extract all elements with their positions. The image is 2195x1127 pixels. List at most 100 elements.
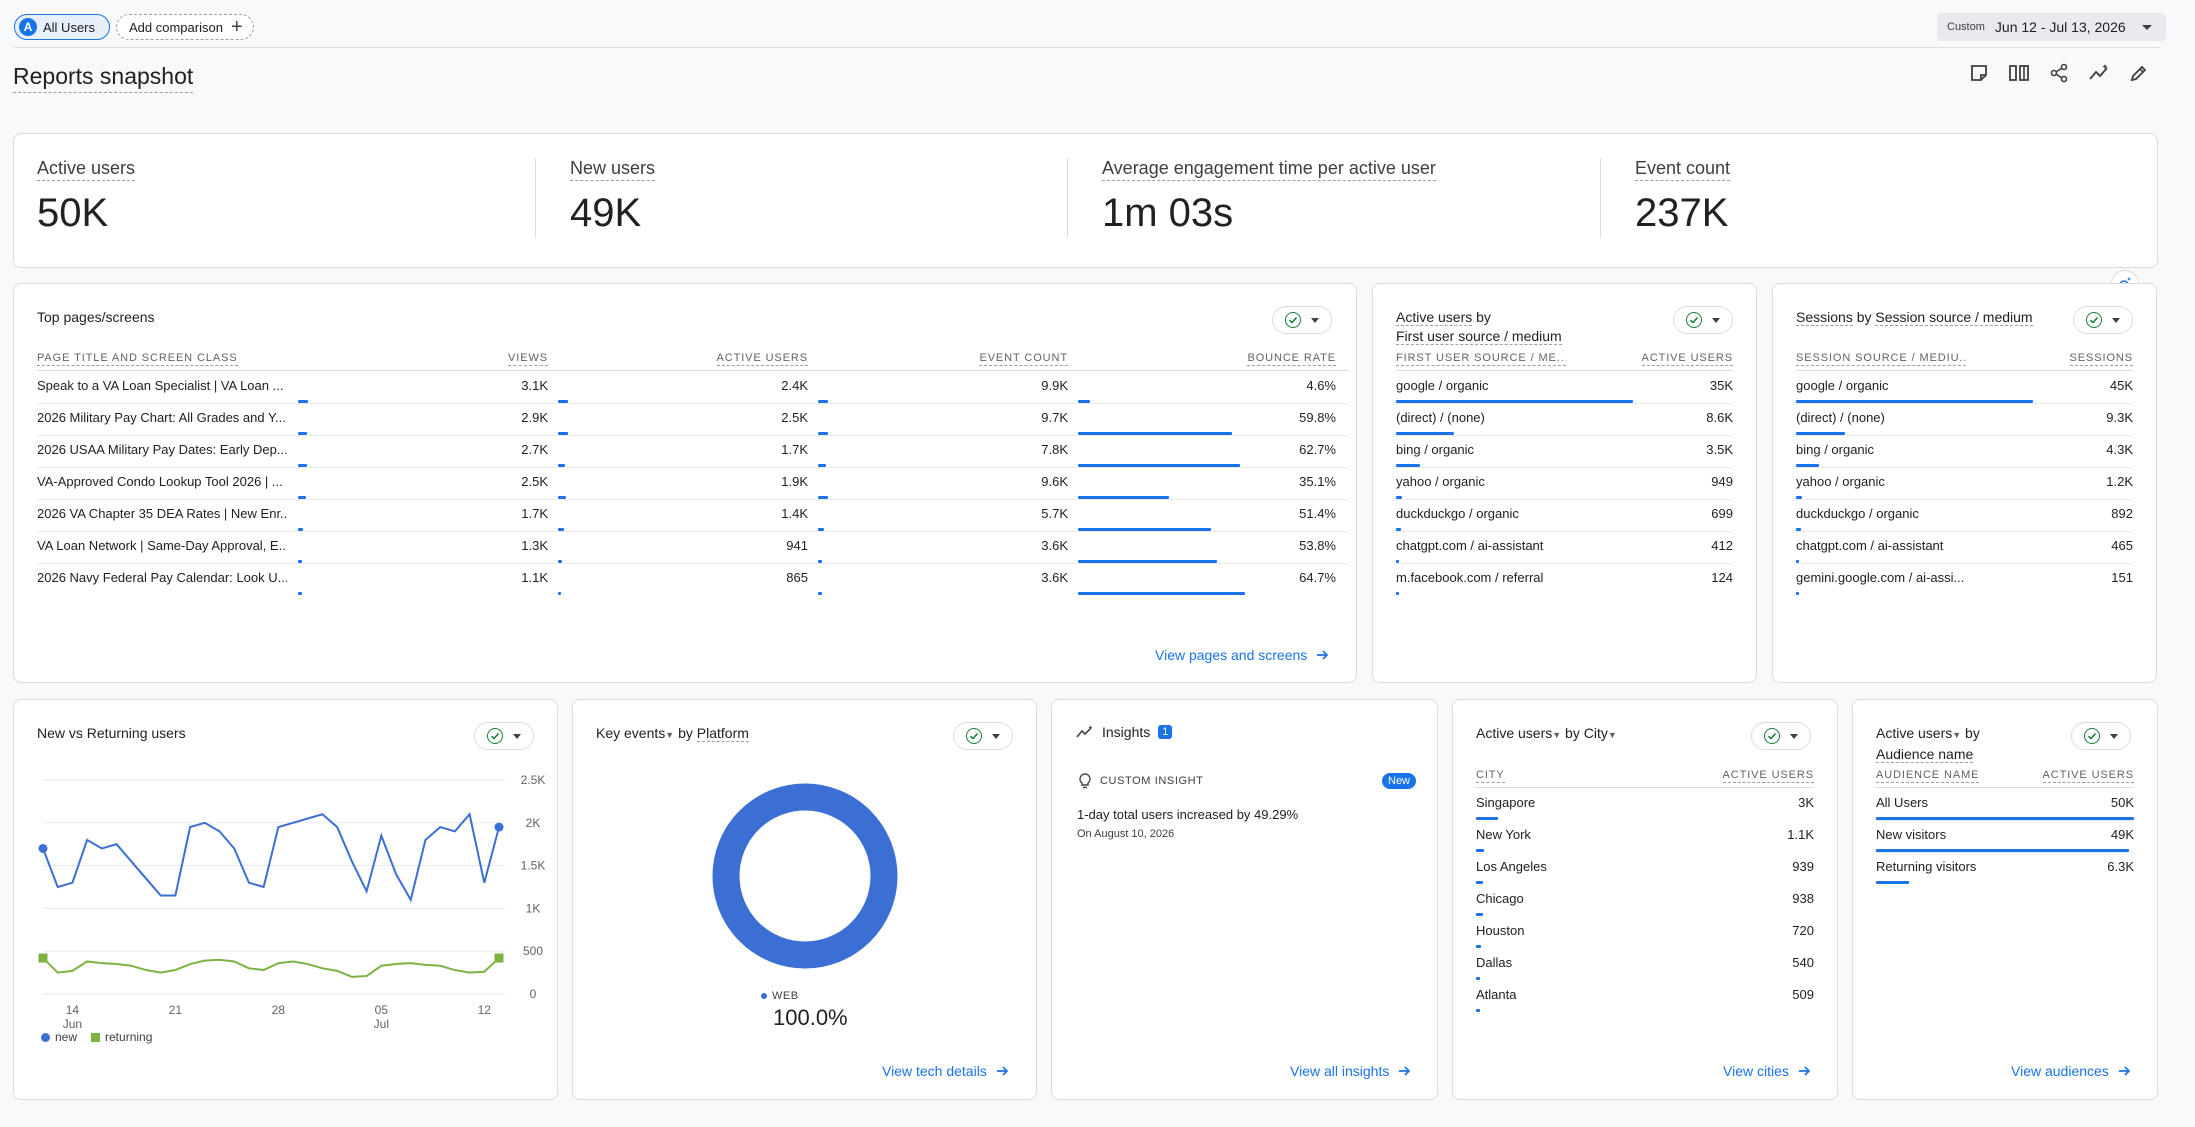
- metric-title[interactable]: Active users: [1476, 725, 1553, 741]
- legend-new[interactable]: new: [41, 1030, 77, 1044]
- row-divider: [37, 563, 1349, 564]
- column-header[interactable]: PAGE TITLE AND SCREEN CLASS: [37, 352, 238, 366]
- series-endpoint-new[interactable]: [38, 843, 48, 853]
- row-label[interactable]: chatgpt.com / ai-assistant: [1396, 538, 1544, 553]
- row-label[interactable]: duckduckgo / organic: [1396, 506, 1519, 521]
- legend-returning[interactable]: returning: [91, 1030, 152, 1044]
- x-tick-label: 12: [478, 1003, 492, 1017]
- row-title[interactable]: VA-Approved Condo Lookup Tool 2026 | ...: [37, 474, 283, 489]
- row-events: 5.7K: [1041, 506, 1068, 521]
- card-status-dropdown[interactable]: [953, 722, 1013, 750]
- row-label[interactable]: (direct) / (none): [1796, 410, 1885, 425]
- metric-title[interactable]: Sessions: [1796, 309, 1853, 326]
- card-status-dropdown[interactable]: [1673, 306, 1733, 334]
- x-tick-label: 28: [272, 1003, 286, 1017]
- row-label[interactable]: (direct) / (none): [1396, 410, 1485, 425]
- edit-icon[interactable]: [2128, 62, 2150, 84]
- card-status-dropdown[interactable]: [2071, 722, 2131, 750]
- kpi-event-count[interactable]: Event count 237K: [1635, 158, 1731, 236]
- date-range-picker[interactable]: Custom Jun 12 - Jul 13, 2026: [1937, 13, 2166, 41]
- row-label[interactable]: Chicago: [1476, 891, 1524, 906]
- row-label[interactable]: Dallas: [1476, 955, 1513, 970]
- insights-icon[interactable]: [2088, 62, 2110, 84]
- metric-title[interactable]: Active users: [1876, 725, 1953, 741]
- kpi-divider: [535, 158, 536, 238]
- column-header[interactable]: VIEWS: [508, 352, 548, 366]
- series-line-returning[interactable]: [42, 957, 500, 978]
- kpi-active-users[interactable]: Active users 50K: [37, 158, 136, 236]
- row-bar: [818, 560, 822, 563]
- segment-chip-all-users[interactable]: A All Users: [14, 14, 111, 40]
- row-title[interactable]: 2026 Navy Federal Pay Calendar: Look U..…: [37, 570, 287, 585]
- row-bar: [298, 528, 304, 531]
- row-title[interactable]: VA Loan Network | Same-Day Approval, E..…: [37, 538, 287, 553]
- column-header[interactable]: SESSIONS: [2069, 352, 2133, 366]
- view-all-insights-link[interactable]: View all insights: [1290, 1063, 1411, 1079]
- row-title[interactable]: Speak to a VA Loan Specialist | VA Loan …: [37, 378, 284, 393]
- share-icon[interactable]: [2048, 62, 2070, 84]
- row-label[interactable]: Atlanta: [1476, 987, 1517, 1002]
- row-title[interactable]: 2026 USAA Military Pay Dates: Early Dep.…: [37, 442, 287, 457]
- kpi-new-users[interactable]: New users 49K: [570, 158, 656, 236]
- row-title[interactable]: 2026 VA Chapter 35 DEA Rates | New Enr..…: [37, 506, 287, 521]
- card-status-dropdown[interactable]: [1272, 306, 1332, 334]
- row-value: 8.6K: [1706, 410, 1733, 425]
- row-label[interactable]: Los Angeles: [1476, 859, 1547, 874]
- column-header[interactable]: CITY: [1476, 769, 1505, 783]
- row-label[interactable]: New York: [1476, 827, 1531, 842]
- row-label[interactable]: Houston: [1476, 923, 1525, 938]
- arrow-right-icon: [1798, 1066, 1811, 1076]
- row-label[interactable]: chatgpt.com / ai-assistant: [1796, 538, 1944, 553]
- compare-icon[interactable]: [2008, 62, 2030, 84]
- row-label[interactable]: google / organic: [1796, 378, 1889, 393]
- column-header[interactable]: ACTIVE USERS: [2042, 769, 2134, 783]
- dimension-title[interactable]: Audience name: [1876, 746, 1974, 763]
- row-label[interactable]: yahoo / organic: [1396, 474, 1485, 489]
- row-label[interactable]: Singapore: [1476, 795, 1536, 810]
- row-label[interactable]: All Users: [1876, 795, 1929, 810]
- note-icon[interactable]: [1968, 62, 1990, 84]
- row-bounce: 64.7%: [1299, 570, 1336, 585]
- donut-segment-web[interactable]: [712, 783, 898, 969]
- column-header[interactable]: FIRST USER SOURCE / ME...: [1396, 352, 1566, 366]
- row-label[interactable]: Returning visitors: [1876, 859, 1977, 874]
- series-line-new[interactable]: [42, 812, 500, 903]
- row-label[interactable]: bing / organic: [1396, 442, 1475, 457]
- column-header[interactable]: ACTIVE USERS: [716, 352, 808, 366]
- insight-headline[interactable]: 1-day total users increased by 49.29%: [1077, 807, 1299, 822]
- row-label[interactable]: duckduckgo / organic: [1796, 506, 1919, 521]
- dimension-title[interactable]: First user source / medium: [1396, 328, 1562, 345]
- row-label[interactable]: New visitors: [1876, 827, 1947, 842]
- row-label[interactable]: google / organic: [1396, 378, 1489, 393]
- add-comparison-button[interactable]: Add comparison +: [116, 14, 254, 40]
- card-status-dropdown[interactable]: [474, 722, 534, 750]
- column-header[interactable]: AUDIENCE NAME: [1876, 769, 1980, 783]
- series-endpoint-returning[interactable]: [38, 953, 48, 963]
- card-status-dropdown[interactable]: [1751, 722, 1811, 750]
- view-pages-link[interactable]: View pages and screens: [1155, 647, 1329, 663]
- series-endpoint-returning[interactable]: [494, 953, 504, 963]
- check-circle-icon: [1285, 312, 1301, 328]
- column-header[interactable]: BOUNCE RATE: [1247, 352, 1336, 366]
- dimension-title[interactable]: City: [1583, 725, 1608, 741]
- column-header[interactable]: SESSION SOURCE / MEDIU...: [1796, 352, 1966, 366]
- row-label[interactable]: bing / organic: [1796, 442, 1875, 457]
- metric-title[interactable]: Active users: [1396, 309, 1473, 326]
- series-endpoint-new[interactable]: [494, 822, 504, 832]
- column-header[interactable]: ACTIVE USERS: [1722, 769, 1814, 783]
- dimension-title[interactable]: Session source / medium: [1875, 309, 2033, 326]
- metric-title[interactable]: Key events: [596, 725, 666, 741]
- dimension-title[interactable]: Platform: [696, 725, 749, 742]
- view-tech-details-link[interactable]: View tech details: [882, 1063, 1009, 1079]
- row-label[interactable]: gemini.google.com / ai-assi...: [1796, 570, 1965, 585]
- row-label[interactable]: m.facebook.com / referral: [1396, 570, 1544, 585]
- view-audiences-link[interactable]: View audiences: [2011, 1063, 2131, 1079]
- card-status-dropdown[interactable]: [2073, 306, 2133, 334]
- row-title[interactable]: 2026 Military Pay Chart: All Grades and …: [37, 410, 286, 425]
- kpi-avg-engagement-time[interactable]: Average engagement time per active user …: [1102, 158, 1436, 236]
- column-header[interactable]: EVENT COUNT: [979, 352, 1068, 366]
- view-cities-link[interactable]: View cities: [1723, 1063, 1811, 1079]
- row-bar: [1476, 817, 1498, 820]
- column-header[interactable]: ACTIVE USERS: [1641, 352, 1733, 366]
- row-label[interactable]: yahoo / organic: [1796, 474, 1885, 489]
